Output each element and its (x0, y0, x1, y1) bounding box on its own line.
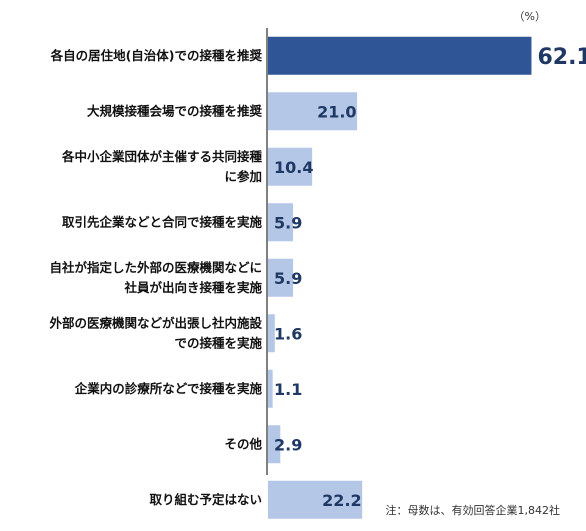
category-label: 自社が指定した外部の医療機関などに (49, 260, 262, 275)
bar (268, 480, 363, 519)
category-label: その他 (224, 436, 262, 451)
value-label: 1.1 (274, 380, 302, 399)
value-label: 10.4 (274, 158, 313, 177)
category-label: 外部の医療機関などが出張し社内施設 (48, 315, 262, 330)
category-label: での接種を実施 (174, 335, 262, 350)
bar (268, 92, 358, 131)
value-label: 2.9 (274, 435, 302, 454)
bar (268, 258, 294, 297)
bar (268, 369, 273, 408)
value-label: 21.0 (317, 102, 356, 121)
category-label: 企業内の診療所などで接種を実施 (74, 381, 263, 396)
category-label: 取り組む予定はない (149, 492, 262, 507)
category-label: 取引先企業などと合同で接種を実施 (62, 214, 263, 229)
category-label: 各自の居住地(自治体)での接種を推奨 (50, 48, 263, 63)
bar (268, 425, 281, 464)
value-label: 22.2 (322, 491, 361, 510)
bar (268, 314, 275, 353)
category-label: に参加 (224, 169, 262, 184)
category-label: 社員が出向き接種を実施 (123, 280, 262, 295)
value-label: 1.6 (274, 324, 302, 343)
category-label: 各中小企業団体が主催する共同接種 (61, 149, 263, 164)
value-label: 5.9 (274, 269, 302, 288)
category-label: 大規模接種会場での接種を推奨 (87, 103, 263, 118)
bar (268, 36, 532, 75)
value-label: 62.1 (537, 45, 586, 70)
unit-label: （%） (514, 10, 546, 23)
note-label: 注：母数は、有効回答企業1,842社 (386, 503, 561, 517)
bar (268, 147, 313, 186)
bar (268, 203, 294, 242)
value-label: 5.9 (274, 213, 302, 232)
